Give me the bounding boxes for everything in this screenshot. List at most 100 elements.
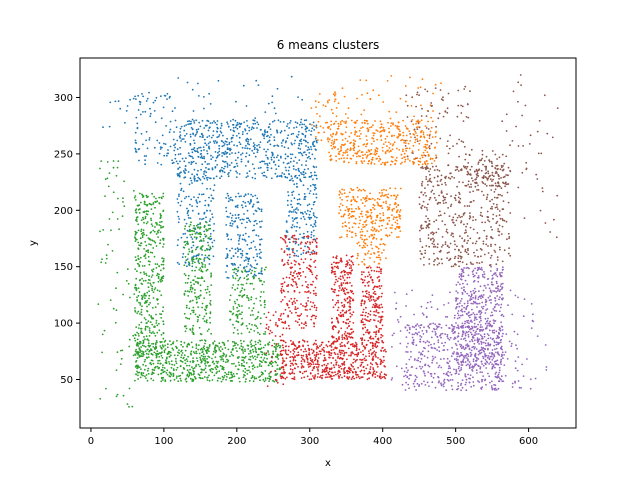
data-point (191, 256, 194, 259)
data-point (301, 372, 304, 375)
data-point (162, 376, 165, 379)
data-point (430, 116, 433, 119)
data-point (389, 204, 391, 206)
data-point (139, 313, 141, 315)
data-point (226, 123, 229, 125)
data-point (402, 119, 404, 122)
data-point (232, 312, 235, 315)
data-point (147, 344, 150, 347)
data-point (315, 253, 318, 255)
data-point (342, 357, 344, 360)
data-point (140, 321, 143, 324)
data-point (426, 143, 428, 146)
data-point (180, 171, 182, 174)
data-point (137, 248, 140, 251)
data-point (202, 346, 205, 349)
data-point (269, 128, 272, 131)
data-point (293, 160, 295, 163)
data-point (429, 130, 432, 133)
data-point (226, 164, 229, 166)
data-point (183, 341, 186, 344)
data-point (134, 199, 137, 201)
data-point (152, 362, 155, 365)
data-point (339, 311, 342, 314)
data-point (241, 133, 244, 136)
data-point (343, 333, 346, 335)
data-point (229, 249, 231, 252)
data-point (362, 327, 364, 330)
data-point (144, 110, 147, 113)
data-point (231, 340, 234, 343)
data-point (327, 362, 329, 365)
data-point (381, 146, 384, 149)
data-point (251, 269, 254, 272)
data-point (195, 357, 198, 359)
data-point (366, 315, 369, 318)
data-point (139, 376, 142, 379)
data-point (314, 240, 317, 243)
data-point (379, 287, 381, 290)
data-point (310, 231, 313, 234)
data-point (390, 194, 393, 197)
data-point (353, 377, 356, 380)
data-point (211, 245, 214, 248)
data-point (366, 252, 369, 255)
data-point (293, 252, 296, 255)
data-point (317, 369, 319, 372)
data-point (169, 145, 172, 148)
data-point (203, 230, 206, 233)
data-point (136, 331, 139, 334)
data-point (381, 161, 384, 164)
data-point (253, 276, 255, 279)
data-point (351, 337, 354, 339)
data-point (201, 245, 204, 247)
data-point (202, 358, 204, 360)
data-point (313, 125, 315, 127)
data-point (355, 161, 358, 163)
data-point (141, 236, 144, 239)
data-point (109, 299, 112, 301)
data-point (248, 322, 251, 325)
data-point (279, 236, 282, 239)
data-point (249, 358, 252, 361)
data-point (204, 362, 206, 365)
data-point (220, 380, 223, 383)
data-point (349, 147, 352, 150)
data-point (183, 129, 186, 132)
data-point (233, 327, 236, 329)
data-point (296, 202, 299, 205)
data-point (155, 233, 158, 235)
data-point (250, 296, 253, 299)
data-point (309, 243, 312, 245)
data-point (216, 120, 219, 122)
data-point (239, 143, 242, 146)
data-point (162, 371, 165, 374)
data-point (241, 317, 243, 320)
data-point (253, 224, 256, 227)
data-point (155, 322, 158, 324)
data-point (380, 336, 382, 339)
data-point (140, 330, 143, 332)
data-point (267, 350, 269, 352)
data-point (201, 265, 204, 268)
data-point (259, 238, 261, 241)
data-point (351, 189, 353, 192)
data-point (249, 371, 252, 373)
data-point (150, 373, 153, 376)
data-point (349, 303, 351, 305)
data-point (348, 305, 351, 308)
data-point (158, 273, 160, 276)
data-point (302, 133, 305, 136)
data-point (142, 111, 144, 113)
data-point (143, 271, 145, 273)
data-point (175, 126, 178, 129)
data-point (224, 371, 227, 374)
data-point (277, 165, 280, 168)
data-point (138, 204, 141, 207)
data-point (304, 276, 307, 278)
data-point (274, 172, 277, 175)
data-point (241, 204, 243, 207)
data-point (302, 305, 304, 307)
data-point (364, 314, 367, 317)
data-point (312, 178, 314, 181)
